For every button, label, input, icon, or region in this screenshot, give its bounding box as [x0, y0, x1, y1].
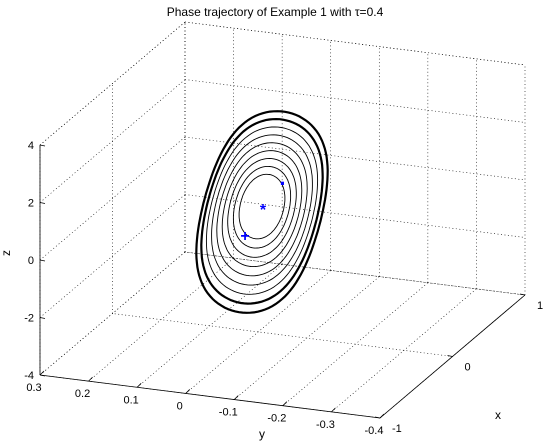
trajectory-loop: [200, 117, 324, 305]
floor-grid-line: [234, 276, 380, 400]
trajectory-series: [195, 110, 329, 314]
floor-grid-line: [185, 270, 331, 394]
y-tick-label: -0.3: [316, 419, 335, 431]
y-tick-mark: [379, 413, 385, 419]
y-axis-label: y: [259, 427, 265, 441]
y-tick-label: -0.1: [219, 407, 238, 419]
floor-grid-line: [88, 257, 234, 382]
trajectory-loop: [221, 150, 303, 268]
equilibrium-marker: ·: [279, 171, 286, 196]
z-axis-label: z: [0, 250, 13, 256]
z-tick-label: -2: [24, 313, 34, 325]
box-top-edge: [39, 21, 186, 146]
y-tick-label: 0.2: [75, 388, 90, 400]
z-tick-mark: [39, 144, 46, 147]
y-axis-line: [39, 374, 381, 419]
back-wall-grid-line: [184, 136, 526, 181]
trajectory-loop: [216, 142, 308, 277]
z-tick-mark: [39, 374, 46, 377]
equilibrium-marker: *: [260, 202, 267, 219]
x-tick-label: 0: [465, 362, 471, 374]
y-tick-mark: [185, 389, 190, 394]
z-tick-mark: [39, 259, 46, 262]
floor-grid-line: [331, 288, 477, 413]
z-tick-label: -4: [24, 370, 34, 382]
y-tick-mark: [234, 395, 239, 400]
y-tick-label: -0.2: [267, 413, 286, 425]
x-tick-mark: [447, 355, 453, 357]
y-tick-label: 0.1: [123, 394, 138, 406]
z-tick-mark: [39, 317, 46, 319]
side-wall-grid-line: [39, 194, 186, 318]
y-tick-label: 0.3: [26, 382, 41, 394]
trajectory-loop: [232, 165, 292, 249]
trajectory-loop: [211, 134, 313, 286]
box-top-edge: [184, 21, 526, 66]
side-wall-grid-line: [39, 251, 186, 376]
y-tick-mark: [136, 383, 142, 388]
trajectory-loop: [238, 173, 286, 240]
equilibrium-marker: +: [240, 228, 249, 245]
trajectory-loop: [205, 126, 319, 295]
equilibrium-markers: + * ·: [240, 171, 286, 245]
x-axis-label: x: [495, 408, 501, 422]
y-tick-label: 0: [177, 400, 183, 412]
z-tick-label: 2: [28, 198, 34, 210]
side-wall-grid-line: [39, 79, 186, 203]
z-tick-label: 0: [28, 255, 34, 267]
x-tick-label: 1: [537, 300, 543, 312]
y-tick-mark: [39, 370, 45, 376]
x-tick-mark: [374, 416, 381, 419]
z-tick-label: 4: [28, 140, 34, 152]
grid-lines: [39, 21, 526, 419]
y-tick-mark: [331, 407, 336, 413]
z-tick-mark: [39, 202, 46, 204]
y-tick-mark: [282, 401, 288, 406]
chart-title: Phase trajectory of Example 1 with τ=0.4: [167, 5, 384, 19]
trajectory-loop: [227, 158, 297, 258]
x-tick-mark: [519, 293, 526, 296]
y-tick-mark: [88, 376, 93, 382]
x-tick-label: -1: [392, 423, 402, 435]
y-tick-label: -0.4: [365, 425, 384, 437]
side-wall-grid-line: [39, 136, 186, 261]
trajectory-loop: [195, 110, 329, 314]
back-wall-grid-line: [184, 79, 526, 123]
tick-labels: 0.3 0.2 0.1 0 -0.1 -0.2 -0.3 -0.4 -1 0 1 -4 -2 0 2 4: [24, 140, 543, 437]
floor-grid-line: [282, 282, 429, 406]
floor-grid-line: [112, 313, 453, 357]
